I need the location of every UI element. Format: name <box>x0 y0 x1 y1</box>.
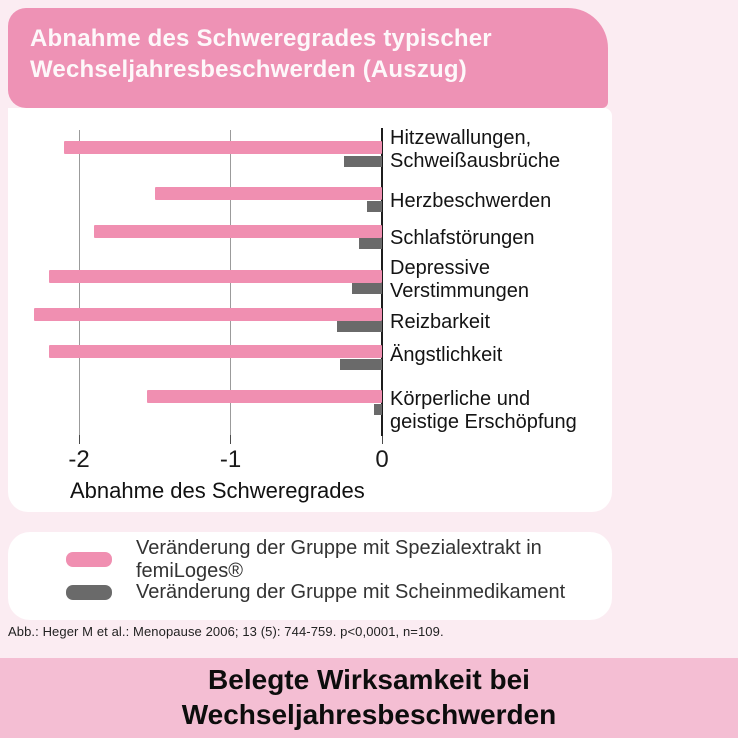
category-label: Schlafstörungen <box>390 227 535 249</box>
femiloges-bar <box>63 141 382 154</box>
category-label: Reizbarkeit <box>390 311 491 333</box>
bar-chart: -2 -1 0 Hitzewallungen, Schweißausbrüche Her… <box>8 108 612 512</box>
placebo-bar <box>366 201 382 212</box>
axis-tick <box>230 435 231 444</box>
legend-label-femiloges: Veränderung der Gruppe mit Spezialextrak… <box>136 536 542 582</box>
category-label: Ängstlichkeit <box>390 344 503 366</box>
axis-tick-label: -1 <box>219 446 242 473</box>
legend-label-placebo: Veränderung der Gruppe mit Scheinmedikam… <box>136 581 566 603</box>
placebo-bar <box>339 359 382 370</box>
placebo-bar <box>336 321 382 332</box>
claim-line2: Wechseljahresbeschwerden <box>181 699 557 730</box>
placebo-bar <box>344 156 382 167</box>
axis-tick-label: 0 <box>375 446 389 473</box>
claim-banner: Belegte Wirksamkeit bei Wechseljahresbes… <box>0 658 738 738</box>
femiloges-bar <box>33 308 382 321</box>
chart-title-line1: Abnahme des Schweregrades typischer <box>30 25 492 52</box>
chart-card: -2 -1 0 Hitzewallungen, Schweißausbrüche Her… <box>8 108 612 512</box>
placebo-bar <box>351 283 382 294</box>
zero-axis-line <box>381 128 383 436</box>
axis-tick <box>381 435 383 444</box>
femiloges-bar <box>147 390 382 403</box>
category-label: Körperliche und geistige Erschöpfung <box>390 388 577 433</box>
legend-item-placebo: Veränderung der Gruppe mit Scheinmedikam… <box>8 576 612 609</box>
placebo-bar <box>359 238 382 249</box>
chart-title-line2: Wechseljahresbeschwerden (Auszug) <box>30 56 467 83</box>
legend-item-femiloges: Veränderung der Gruppe mit Spezialextrak… <box>8 537 612 582</box>
axis-tick <box>78 435 80 444</box>
femiloges-bar <box>94 225 382 238</box>
femiloges-bar <box>48 270 382 283</box>
category-label: Herzbeschwerden <box>390 190 552 212</box>
x-axis-label: Abnahme des Schweregrades <box>70 478 365 503</box>
claim-line1: Belegte Wirksamkeit bei <box>208 664 530 695</box>
femiloges-swatch <box>66 552 112 567</box>
placebo-bar <box>374 404 382 415</box>
source-footnote: Abb.: Heger M et al.: Menopause 2006; 13… <box>8 624 444 639</box>
placebo-swatch <box>66 585 112 600</box>
femiloges-bar <box>154 187 382 200</box>
category-label: Depressive Verstimmungen <box>390 257 529 302</box>
axis-tick-label: -2 <box>68 446 90 473</box>
chart-title-box: Abnahme des Schweregrades typischer Wech… <box>8 8 608 108</box>
legend-card: Veränderung der Gruppe mit Spezialextrak… <box>8 532 612 620</box>
femiloges-bar <box>48 345 382 358</box>
category-label: Hitzewallungen, Schweißausbrüche <box>390 127 561 172</box>
